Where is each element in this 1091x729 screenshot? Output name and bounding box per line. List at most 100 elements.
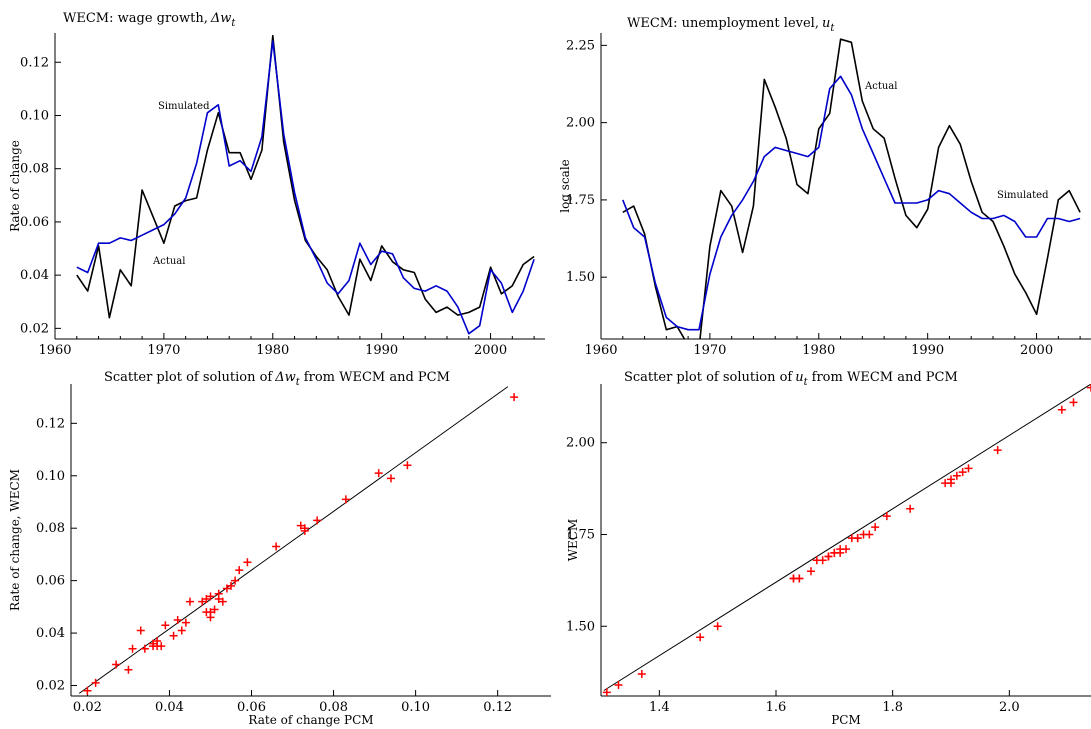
scatter-point: [341, 495, 350, 504]
title-suffix: from WECM and PCM: [304, 370, 450, 385]
x-tick-label: 1980: [256, 343, 289, 358]
x-tick-label: 0.06: [237, 700, 266, 715]
y-tick-label: 0.06: [20, 215, 49, 230]
chart-title: WECM: unemployment level, ut: [627, 16, 835, 34]
scatter-point: [112, 660, 121, 669]
scatter-point: [243, 558, 252, 567]
title-subscript: t: [830, 23, 835, 34]
scatter-point: [206, 592, 215, 601]
scatter-point: [198, 597, 207, 606]
scatter-point: [1069, 398, 1078, 407]
x-tick-label: 0.08: [319, 700, 348, 715]
title-subscript: t: [804, 377, 809, 388]
chart-title: WECM: wage growth, Δwt: [63, 11, 236, 29]
annotation-simulated: Simulated: [997, 190, 1049, 201]
plot-area: [78, 386, 519, 695]
scatter-point: [91, 678, 100, 687]
title-text: WECM: wage growth,: [63, 11, 208, 26]
scatter-point: [173, 615, 182, 624]
scatter-point: [313, 516, 322, 525]
x-tick-label: 0.04: [155, 700, 184, 715]
x-tick-label: 1960: [38, 343, 71, 358]
title-math: u: [822, 16, 830, 31]
annotation-actual: Actual: [152, 256, 185, 267]
scatter-point: [83, 686, 92, 695]
scatter-point: [952, 471, 961, 480]
scatter-point: [842, 545, 850, 554]
x-tick-label: 1970: [693, 343, 726, 358]
scatter-point: [510, 393, 519, 402]
scatter-point: [272, 542, 281, 551]
title-subscript: t: [296, 377, 301, 388]
x-tick-label: 2.0: [999, 700, 1020, 715]
chart-title: Scatter plot of solution of Δwt from WECM …: [104, 370, 450, 388]
scatter-point: [202, 594, 211, 603]
y-axis-label: Rate of change, WECM: [8, 469, 22, 611]
title-math: Δw: [210, 11, 232, 26]
x-tick-label: 1960: [584, 343, 617, 358]
y-tick-label: 1.75: [566, 527, 595, 542]
scatter-point: [993, 446, 1002, 455]
scatter-point: [824, 552, 833, 561]
chart-title: Scatter plot of solution of ut from WECM a…: [624, 370, 958, 388]
title-math: u: [795, 370, 803, 385]
reference-line: [78, 386, 509, 694]
scatter-point: [958, 468, 967, 477]
title-suffix: from WECM and PCM: [812, 370, 958, 385]
scatter-point: [947, 475, 955, 484]
y-tick-label: 0.04: [36, 626, 65, 641]
y-tick-label: 2.00: [566, 436, 595, 451]
scatter-point: [177, 626, 186, 635]
scatter-point: [300, 526, 309, 535]
scatter-point: [169, 631, 178, 640]
scatter-point: [964, 464, 973, 473]
scatter-point: [296, 521, 305, 530]
scatter-point: [140, 644, 149, 653]
scatter-point: [853, 534, 862, 543]
x-axis-label: PCM: [831, 713, 861, 727]
y-tick-label: 0.10: [36, 469, 65, 484]
scatter-point: [403, 461, 412, 470]
scatter-point: [1087, 384, 1091, 392]
x-tick-label: 1.6: [766, 700, 787, 715]
scatter-point: [871, 523, 880, 532]
y-tick-label: 1.50: [566, 619, 595, 634]
x-tick-label: 2000: [474, 343, 507, 358]
y-tick-label: 0.08: [36, 521, 65, 536]
scatter-point: [157, 642, 166, 651]
scatter-point: [181, 618, 190, 627]
scatter-point: [231, 576, 240, 585]
panel-wage-scatter: 0.02 0.04 0.06 0.08 0.10 0.12 0.02 0.04 0.06 0.08…: [8, 370, 551, 727]
scatter-point: [614, 680, 623, 689]
scatter-point: [713, 622, 722, 631]
scatter-point: [807, 567, 815, 576]
series-line-actual: [622, 38, 1081, 339]
x-tick-label: 1990: [365, 343, 398, 358]
y-axis-label: WECM: [566, 519, 580, 562]
y-tick-label: 0.12: [20, 55, 49, 70]
y-axis-label: Rate of change: [8, 140, 22, 232]
title-text: WECM: unemployment level,: [627, 16, 819, 31]
annotation-simulated: Simulated: [158, 101, 210, 112]
panel-unemp-scatter: 1.4 1.6 1.8 2.0 1.50 1.75 2.00 Scatter plot of …: [566, 370, 1091, 727]
scatter-point: [210, 605, 219, 614]
panel-unemployment: 1960 1970 1980 1990 2000 1.50 1.75 2.00 2.25 WECM…: [558, 16, 1091, 358]
x-tick-label: 2000: [1020, 343, 1053, 358]
scatter-point: [136, 626, 145, 635]
x-tick-label: 1990: [911, 343, 944, 358]
scatter-point: [906, 504, 915, 513]
y-tick-label: 0.02: [36, 679, 65, 694]
series-line-simulated: [622, 75, 1081, 331]
x-axis-label: Rate of change PCM: [248, 713, 373, 727]
scatter-point: [161, 621, 170, 630]
panel-wage-growth: 1960 1970 1980 1990 2000 0.02 0.04 0.06 0.08 0.10…: [8, 11, 545, 358]
y-tick-label: 2.00: [566, 116, 595, 131]
y-axis-label: log scale: [558, 159, 572, 213]
title-text: Scatter plot of solution of: [104, 370, 273, 385]
title-math: Δw: [274, 370, 296, 385]
title-text: Scatter plot of solution of: [624, 370, 793, 385]
scatter-point: [602, 688, 611, 696]
scatter-point: [128, 644, 137, 653]
series-line-simulated: [76, 40, 535, 335]
